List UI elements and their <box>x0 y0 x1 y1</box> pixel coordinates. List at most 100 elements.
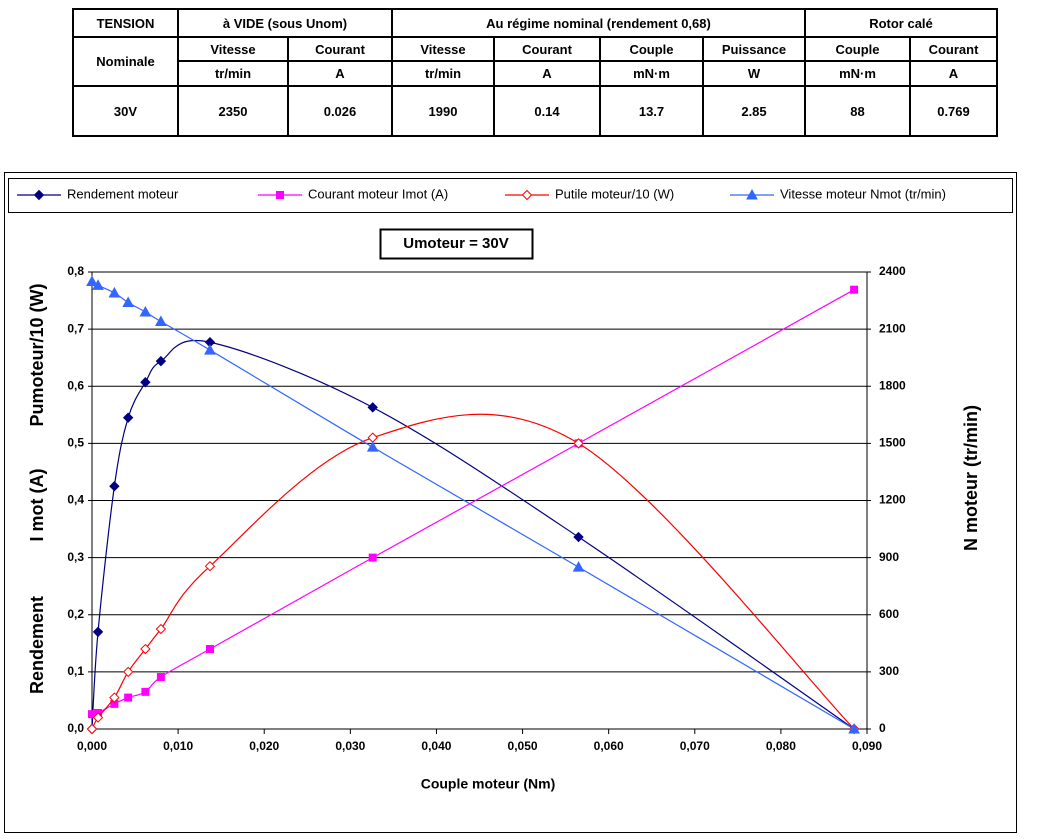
data-point <box>92 712 104 723</box>
x-tick-label: 0,090 <box>852 739 882 753</box>
y2-tick-label: 0 <box>879 721 886 735</box>
annotation: Umoteur = 30V <box>403 235 508 252</box>
y-axis-label: I mot (A) <box>27 469 47 542</box>
y-tick-label: 0,8 <box>67 264 84 278</box>
spec-table: TENSION à VIDE (sous Unom) Au régime nom… <box>72 8 998 137</box>
cell: A <box>493 60 601 87</box>
data-point <box>86 723 98 735</box>
data-point <box>573 531 584 543</box>
x-tick-label: 0,030 <box>335 739 365 753</box>
data-point <box>572 561 585 572</box>
cell: tr/min <box>177 60 289 87</box>
legend-label: Putile moteur/10 (W) <box>555 186 674 201</box>
y-tick-label: 0,2 <box>67 607 84 621</box>
data-point <box>205 645 214 654</box>
y2-tick-label: 2400 <box>879 264 906 278</box>
data-point <box>156 673 165 682</box>
y-tick-label: 0,1 <box>67 664 84 678</box>
cell: Courant <box>493 36 601 62</box>
cell: Puissance <box>702 36 806 62</box>
cell: mN·m <box>804 60 911 87</box>
data-point <box>122 296 135 307</box>
cell: 13.7 <box>599 85 704 137</box>
x-axis-label: Couple moteur (Nm) <box>421 776 556 792</box>
data-point <box>109 692 120 703</box>
x-tick-label: 0,060 <box>594 739 624 753</box>
series-line <box>91 413 855 730</box>
y-tick-label: 0,5 <box>67 436 84 450</box>
y-tick-label: 0,6 <box>67 378 84 392</box>
data-point <box>122 666 134 678</box>
y2-tick-label: 1500 <box>879 436 906 450</box>
data-point <box>848 722 860 734</box>
data-point <box>122 412 134 423</box>
data-point <box>155 623 167 635</box>
y-axis-label: Pumoteur/10 (W) <box>27 283 47 426</box>
y-tick-label: 0,4 <box>67 493 84 507</box>
y2-tick-label: 300 <box>879 664 899 678</box>
x-tick-label: 0,070 <box>680 739 710 753</box>
cell: Vitesse <box>177 36 289 62</box>
x-tick-label: 0,050 <box>508 739 538 753</box>
y-tick-label: 0,7 <box>67 321 84 335</box>
y2-tick-label: 2100 <box>879 321 906 335</box>
data-point <box>204 344 216 355</box>
y2-tick-label: 900 <box>879 550 899 564</box>
cell: 0.026 <box>287 85 393 137</box>
data-point <box>140 643 151 655</box>
cell: 2.85 <box>702 85 806 137</box>
y-tick-label: 0,3 <box>67 550 84 564</box>
legend-marker <box>521 189 533 201</box>
y2-tick-label: 1200 <box>879 493 906 507</box>
series-line <box>91 281 855 730</box>
data-point <box>139 305 152 317</box>
y2-tick-label: 1800 <box>879 378 906 392</box>
cell: Courant <box>909 36 998 62</box>
data-point <box>366 441 379 452</box>
x-tick-label: 0,020 <box>249 739 279 753</box>
cell: Couple <box>599 36 704 62</box>
y2-axis-label: N moteur (tr/min) <box>961 405 981 551</box>
cell: 2350 <box>177 85 289 137</box>
data-point <box>110 699 119 708</box>
cell: Vitesse <box>391 36 495 62</box>
data-point <box>573 438 584 449</box>
data-point <box>204 560 216 572</box>
chart-frame <box>4 172 1017 833</box>
data-point <box>141 687 150 696</box>
cell: Couple <box>804 36 911 62</box>
cell: 0.769 <box>909 85 998 137</box>
y-tick-label: 0,0 <box>67 721 84 735</box>
x-tick-label: 0,040 <box>421 739 451 753</box>
data-point <box>86 275 98 287</box>
cell: mN·m <box>599 60 704 87</box>
data-point <box>124 693 133 702</box>
cell: Courant <box>287 36 393 62</box>
data-point <box>108 286 121 298</box>
data-point <box>92 279 104 290</box>
data-point <box>109 481 120 492</box>
x-tick-label: 0,080 <box>766 739 796 753</box>
legend-marker <box>746 188 758 200</box>
cell: tr/min <box>391 60 495 87</box>
cell: A <box>287 60 393 87</box>
cell: Rotor calé <box>804 8 998 38</box>
cell: 1990 <box>391 85 495 137</box>
y2-tick-label: 600 <box>879 607 899 621</box>
series-line <box>91 340 855 730</box>
y-axis-label: Rendement <box>27 596 47 694</box>
cell: 88 <box>804 85 911 137</box>
x-tick-label: 0,000 <box>77 739 107 753</box>
cell: 0.14 <box>493 85 601 137</box>
cell: W <box>702 60 806 87</box>
cell: TENSION <box>72 8 179 38</box>
data-point <box>155 355 167 367</box>
cell: Au régime nominal (rendement 0,68) <box>391 8 806 38</box>
data-point <box>368 553 377 562</box>
x-tick-label: 0,010 <box>163 739 193 753</box>
data-point <box>140 377 151 388</box>
cell: 30V <box>72 85 179 137</box>
legend-label: Courant moteur Imot (A) <box>308 186 448 201</box>
